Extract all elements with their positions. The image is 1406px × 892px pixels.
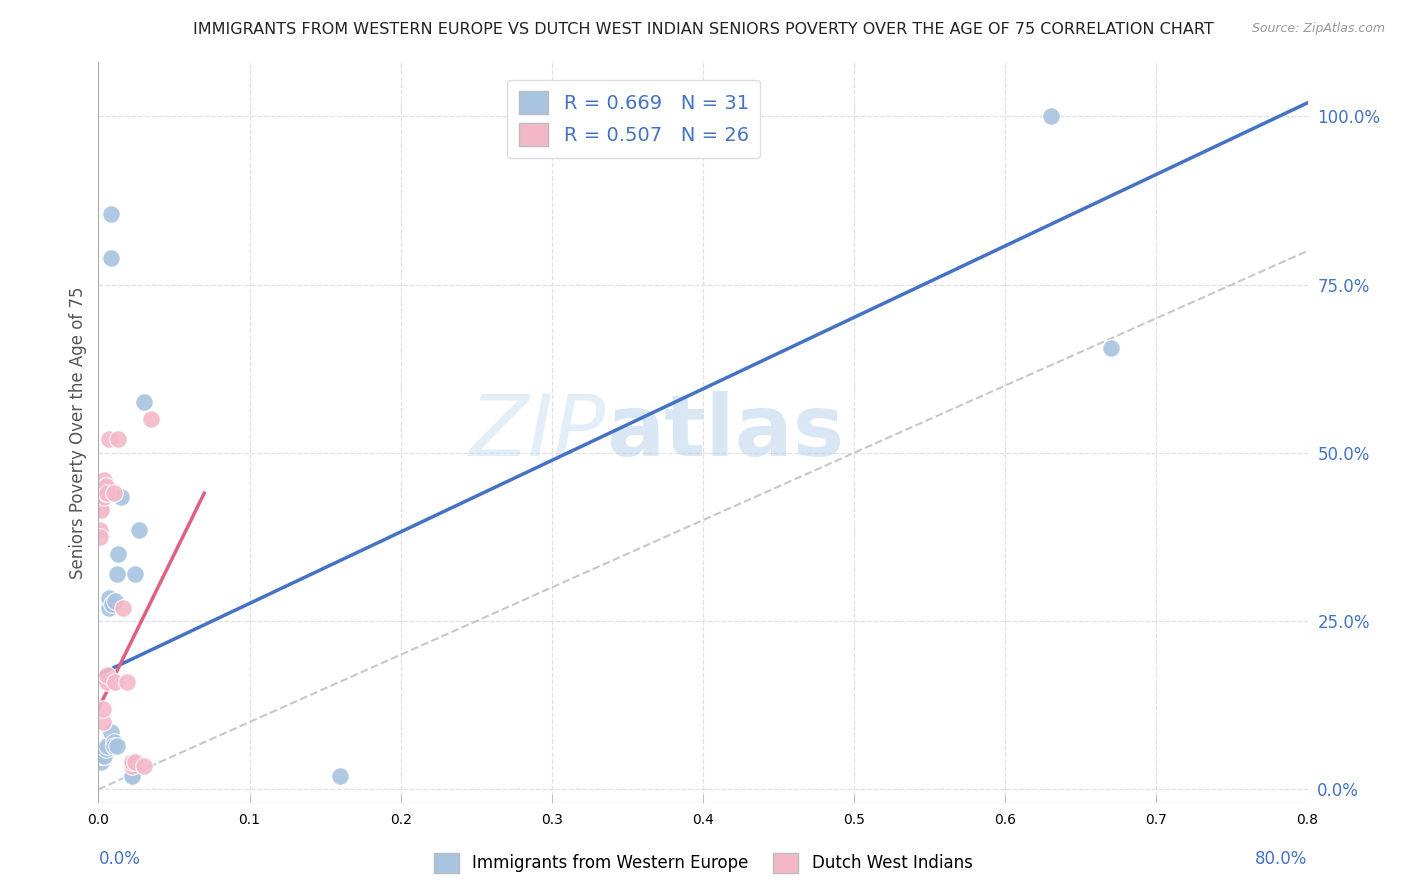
Point: [98, 600, 121, 615]
Point: [115, 674, 138, 689]
Point: [94, 479, 117, 493]
Point: [96, 739, 118, 753]
Point: [94, 479, 117, 493]
Point: [93, 748, 115, 763]
Point: [89, 523, 111, 537]
Point: [1099, 342, 1122, 356]
Point: [121, 756, 143, 770]
Text: atlas: atlas: [606, 391, 845, 475]
Point: [91, 748, 114, 763]
Text: IMMIGRANTS FROM WESTERN EUROPE VS DUTCH WEST INDIAN SENIORS POVERTY OVER THE AGE: IMMIGRANTS FROM WESTERN EUROPE VS DUTCH …: [193, 22, 1213, 37]
Point: [98, 591, 121, 605]
Point: [94, 742, 117, 756]
Point: [107, 433, 129, 447]
Point: [132, 758, 155, 772]
Point: [121, 769, 143, 783]
Point: [121, 769, 143, 783]
Point: [91, 748, 114, 763]
Point: [100, 207, 122, 221]
Point: [103, 735, 125, 749]
Point: [98, 433, 121, 447]
Point: [1039, 109, 1062, 123]
Point: [124, 756, 146, 770]
Point: [104, 674, 127, 689]
Point: [94, 486, 117, 500]
Point: [91, 714, 114, 729]
Point: [93, 473, 115, 487]
Point: [107, 547, 129, 561]
Point: [93, 742, 115, 756]
Point: [96, 668, 118, 682]
Point: [90, 748, 112, 763]
Legend: R = 0.669   N = 31, R = 0.507   N = 26: R = 0.669 N = 31, R = 0.507 N = 26: [508, 79, 761, 158]
Point: [124, 566, 146, 581]
Point: [105, 739, 128, 753]
Text: ZIP: ZIP: [470, 391, 606, 475]
Point: [96, 674, 118, 689]
Point: [132, 395, 155, 409]
Point: [121, 758, 143, 772]
Point: [93, 483, 115, 497]
Point: [103, 739, 125, 753]
Point: [96, 486, 118, 500]
Point: [101, 597, 124, 611]
Point: [100, 251, 122, 265]
Y-axis label: Seniors Poverty Over the Age of 75: Seniors Poverty Over the Age of 75: [69, 286, 87, 579]
Point: [111, 600, 134, 615]
Text: 80.0%: 80.0%: [1256, 850, 1308, 868]
Point: [93, 490, 115, 504]
Point: [110, 490, 132, 504]
Point: [100, 725, 122, 739]
Point: [91, 742, 114, 756]
Point: [141, 412, 163, 426]
Point: [89, 530, 111, 544]
Text: 0.0%: 0.0%: [98, 850, 141, 868]
Point: [104, 594, 127, 608]
Point: [91, 701, 114, 715]
Point: [90, 500, 112, 514]
Point: [103, 486, 125, 500]
Point: [105, 566, 128, 581]
Legend: Immigrants from Western Europe, Dutch West Indians: Immigrants from Western Europe, Dutch We…: [427, 847, 979, 880]
Point: [90, 756, 112, 770]
Point: [94, 739, 117, 753]
Point: [90, 503, 112, 517]
Point: [128, 523, 150, 537]
Text: Source: ZipAtlas.com: Source: ZipAtlas.com: [1251, 22, 1385, 36]
Point: [329, 769, 352, 783]
